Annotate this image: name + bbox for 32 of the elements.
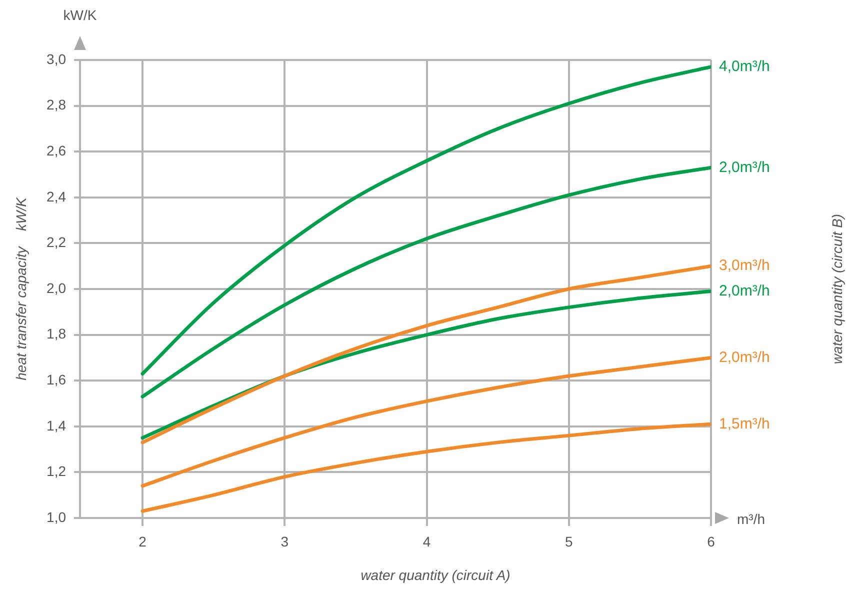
series-label: 4,0m³/h — [719, 58, 770, 76]
line-series — [140, 356, 711, 488]
y-tick-label: 2,8 — [46, 96, 66, 113]
x-tick-label: 2 — [138, 533, 147, 550]
series-label: 2,0m³/h — [719, 282, 770, 300]
line-series — [140, 166, 711, 398]
series-label: 2,0m³/h — [719, 348, 770, 366]
x-tick-label: 3 — [280, 533, 289, 550]
text: water quantity (circuit B) — [828, 214, 845, 364]
series-label: 1,5m³/h — [719, 415, 770, 432]
y-tick-label: 1,4 — [46, 417, 66, 434]
line-series — [140, 65, 711, 376]
text: kW/K — [63, 6, 98, 23]
series-label: 3,0m³/h — [719, 257, 770, 274]
x-tick-label: 5 — [564, 533, 573, 550]
y-tick-label: 3,0 — [46, 50, 66, 67]
y-tick-label: 2,2 — [46, 234, 66, 250]
y-tick-label: 1,0 — [46, 508, 66, 525]
series-label: 2,0m³/h — [719, 158, 770, 176]
y-tick-label: 2,6 — [46, 142, 66, 158]
y-tick-label: 1,6 — [46, 371, 66, 388]
y-axis-title: heat transfer capacity kW/K — [12, 196, 29, 380]
line-series — [140, 422, 711, 513]
text: m³/h — [737, 510, 765, 527]
y-tick-label: 1,2 — [46, 463, 66, 480]
x-tick-label: 6 — [707, 533, 716, 550]
y-tick-label: 1,8 — [46, 326, 66, 342]
y-tick-label: 2,4 — [46, 188, 66, 204]
y-tick-label: 2,0 — [46, 280, 66, 296]
x-tick-label: 4 — [422, 533, 431, 550]
x-axis-title: water quantity (circuit A) — [360, 566, 510, 583]
line-series — [140, 264, 711, 444]
